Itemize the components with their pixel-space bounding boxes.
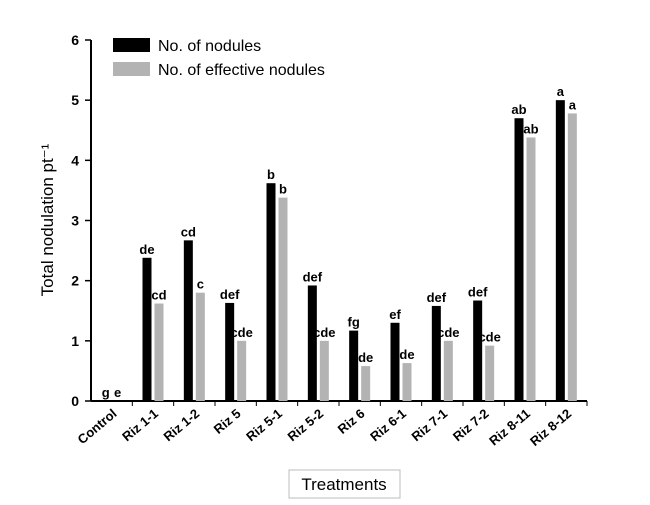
bar-effective-nodules — [319, 340, 329, 401]
significance-label-nodules: ab — [511, 102, 526, 117]
significance-label-nodules: fg — [348, 315, 360, 330]
bar-effective-nodules — [237, 340, 247, 401]
significance-label-effective-nodules: e — [114, 385, 121, 400]
bar-effective-nodules — [195, 292, 205, 401]
x-tick-label: Riz 1-1 — [119, 406, 161, 444]
bar-nodules — [431, 305, 441, 401]
y-tick-label: 0 — [71, 393, 79, 409]
significance-label-effective-nodules: cde — [437, 325, 459, 340]
x-tick-label: Riz 8-12 — [527, 406, 574, 449]
significance-label-nodules: de — [139, 242, 154, 257]
significance-label-effective-nodules: b — [279, 182, 287, 197]
bar-nodules — [555, 100, 565, 402]
x-tick-label: Riz 6 — [335, 406, 368, 437]
bar-effective-nodules — [443, 340, 453, 401]
x-axis-title-box — [288, 469, 401, 499]
legend-swatch-nodules — [113, 38, 150, 52]
bar-nodules — [183, 240, 193, 401]
significance-label-effective-nodules: cde — [478, 330, 500, 345]
x-tick-label: Riz 8-11 — [486, 406, 533, 449]
bar-effective-nodules — [485, 345, 495, 401]
bar-effective-nodules — [278, 197, 288, 401]
bar-effective-nodules — [567, 113, 577, 402]
x-tick-label: Riz 5 — [211, 406, 244, 437]
y-tick-label: 6 — [71, 32, 79, 48]
bar-nodules — [349, 330, 359, 401]
significance-label-nodules: def — [468, 285, 488, 300]
y-axis-ticks: 0 1 2 3 4 5 6 — [71, 32, 91, 409]
significance-label-effective-nodules: ab — [523, 121, 538, 136]
x-tick-label: Riz 5-1 — [243, 406, 285, 444]
bar-nodules — [514, 118, 524, 401]
significance-label-nodules: def — [303, 269, 323, 284]
x-tick-label: Riz 1-2 — [161, 406, 203, 444]
legend-swatch-effective-nodules — [113, 62, 150, 76]
bar-nodules — [142, 257, 152, 401]
significance-label-nodules: b — [267, 167, 275, 182]
significance-label-effective-nodules: cde — [230, 325, 252, 340]
significance-label-nodules: a — [557, 84, 565, 99]
significance-label-nodules: def — [427, 290, 447, 305]
y-tick-label: 1 — [71, 333, 79, 349]
significance-label-effective-nodules: cd — [151, 288, 166, 303]
significance-label-effective-nodules: de — [358, 350, 373, 365]
significance-label-effective-nodules: cde — [313, 325, 335, 340]
x-tick-label: Control — [75, 406, 120, 447]
y-tick-label: 3 — [71, 213, 79, 229]
significance-label-effective-nodules: c — [197, 277, 204, 292]
y-tick-label: 2 — [71, 273, 79, 289]
significance-label-effective-nodules: a — [569, 97, 577, 112]
significance-label-nodules: g — [102, 385, 110, 400]
bar-nodules — [225, 302, 235, 401]
significance-label-nodules: def — [220, 287, 240, 302]
bar-effective-nodules — [402, 363, 412, 401]
x-axis-ticks: Control Riz 1-1 Riz 1-2 Riz 5 Riz 5-1 Riz 5-2… — [75, 401, 588, 449]
significance-label-nodules: cd — [181, 224, 196, 239]
legend: No. of nodules No. of effective nodules — [113, 38, 325, 79]
x-tick-label: Riz 5-2 — [285, 406, 327, 444]
x-tick-label: Riz 7-1 — [409, 406, 451, 444]
bar-nodules — [307, 285, 317, 401]
x-tick-label: Riz 6-1 — [367, 406, 409, 444]
significance-label-effective-nodules: de — [399, 347, 414, 362]
bar-effective-nodules — [154, 303, 164, 401]
y-tick-label: 4 — [71, 152, 79, 168]
bar-nodules — [266, 183, 276, 401]
y-axis-title: Total nodulation pt⁻¹ — [38, 143, 57, 296]
x-tick-label: Riz 7-2 — [450, 406, 492, 444]
legend-label-effective-nodules: No. of effective nodules — [158, 62, 325, 79]
y-tick-label: 5 — [71, 92, 79, 108]
bar-nodules — [390, 322, 400, 401]
bar-effective-nodules — [361, 366, 371, 401]
bar-effective-nodules — [526, 137, 536, 401]
legend-label-nodules: No. of nodules — [158, 38, 261, 55]
x-axis-title: Treatments — [301, 475, 386, 494]
significance-label-nodules: ef — [389, 307, 401, 322]
bars: g edecdcdcdefcdebbdefcdefgdeefdedefcdedef… — [102, 84, 577, 402]
bar-nodules — [473, 300, 483, 401]
